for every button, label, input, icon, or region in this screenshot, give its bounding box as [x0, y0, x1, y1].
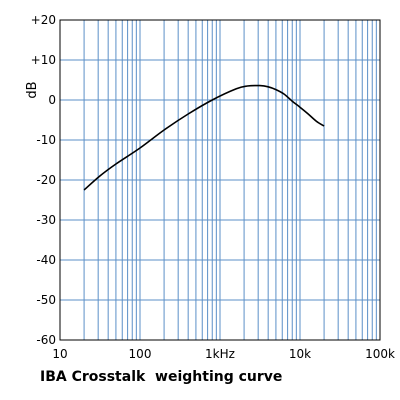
y-tick-label: -50: [36, 293, 56, 307]
y-tick-labels: +20 +10 0 -10 -20 -30 -40 -50 -60: [31, 13, 56, 347]
y-tick-label: -10: [36, 133, 56, 147]
y-tick-label: -30: [36, 213, 56, 227]
y-tick-label: 0: [48, 93, 56, 107]
y-tick-label: -20: [36, 173, 56, 187]
y-tick-label: +10: [31, 53, 56, 67]
weighting-curve-line: [83, 84, 325, 191]
y-axis-label: dB: [25, 81, 40, 98]
chart-title: IBA Crosstalk weighting curve: [40, 369, 282, 385]
x-tick-label: 1kHz: [205, 347, 235, 361]
x-tick-label: 100: [129, 347, 152, 361]
x-tick-labels: 10 100 1kHz 10k 100k: [52, 347, 395, 361]
x-tick-label: 10: [52, 347, 67, 361]
horizontal-gridlines: [60, 59, 380, 301]
x-tick-label: 100k: [365, 347, 395, 361]
y-tick-label: -40: [36, 253, 56, 267]
y-tick-label: -60: [36, 333, 56, 347]
plot-frame: [59, 19, 381, 341]
y-tick-label: +20: [31, 13, 56, 27]
x-tick-label: 10k: [289, 347, 311, 361]
